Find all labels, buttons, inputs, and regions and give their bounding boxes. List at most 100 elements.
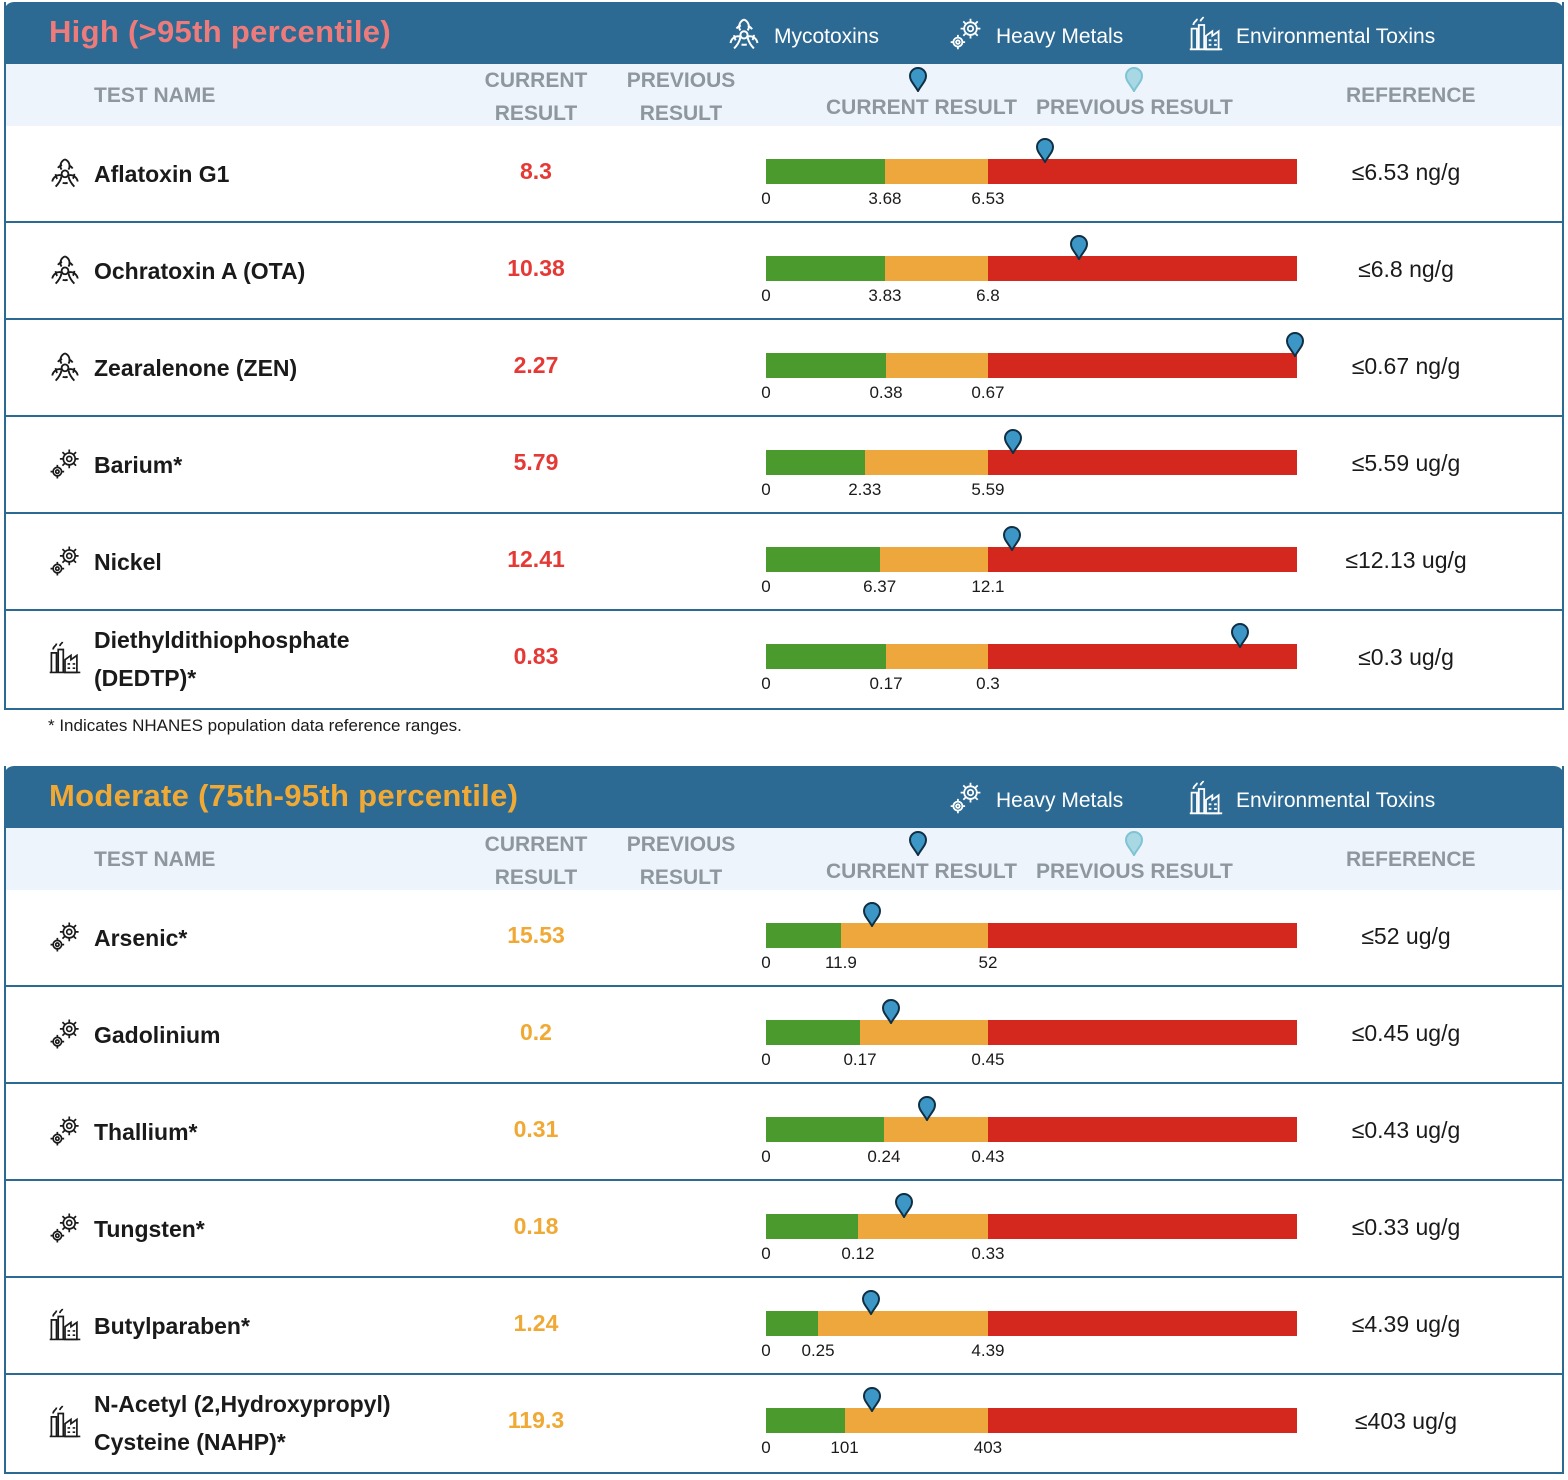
range-red: [987, 256, 1297, 281]
factory-icon: [48, 641, 82, 680]
gears-icon: [48, 544, 82, 583]
range-orange: [886, 644, 988, 669]
legend-label: Mycotoxins: [774, 25, 880, 48]
current-result-value: 12.41: [507, 546, 565, 572]
range-orange: [884, 159, 988, 184]
test-name-line: Cysteine (NAHP)*: [94, 1428, 286, 1455]
current-result-value: 8.3: [520, 158, 552, 184]
reference-value: ≤403 ug/g: [1354, 1408, 1458, 1434]
biohazard-icon: [48, 253, 82, 292]
col-label: RESULT: [494, 866, 578, 889]
tick-label: 0: [761, 674, 771, 693]
range-orange: [884, 256, 988, 281]
range-green: [766, 1311, 819, 1336]
col-current-result: CURRENT RESULT: [476, 828, 596, 894]
test-name-cell: Arsenic*: [94, 890, 187, 985]
tick-label: 0.38: [869, 383, 903, 402]
range-bar: 0 0.17 0.45: [761, 999, 1297, 1069]
range-green: [766, 1117, 884, 1142]
reference-value: ≤12.13 ug/g: [1345, 547, 1467, 573]
range-green: [766, 547, 880, 572]
tick-label: 6.37: [863, 577, 897, 596]
tick-label: 0: [761, 1050, 771, 1069]
factory-icon: [48, 1308, 82, 1347]
col-previous-result: PREVIOUS RESULT: [621, 64, 741, 130]
range-orange: [818, 1311, 988, 1336]
current-marker-icon: [908, 66, 928, 98]
range-bar: 0 0.25 4.39: [761, 1290, 1297, 1360]
current-result-value: 0.31: [513, 1116, 559, 1142]
current-result-value: 0.18: [513, 1213, 559, 1239]
test-name-cell: Thallium*: [94, 1084, 198, 1179]
range-orange: [844, 1408, 988, 1433]
range-green: [766, 256, 885, 281]
biohazard-icon: [48, 350, 82, 389]
legend-label: Heavy Metals: [996, 25, 1124, 48]
gears-icon: [948, 16, 996, 58]
tick-label: 52: [978, 953, 998, 972]
legend-environmental-toxins: Environmental Toxins: [1188, 780, 1435, 822]
range-red: [987, 923, 1297, 948]
test-name: N-Acetyl (2,Hydroxypropyl) Cysteine (NAHP…: [94, 1385, 391, 1461]
tick-label: 0: [761, 1341, 771, 1360]
biohazard-icon: [726, 16, 774, 58]
legend-heavy-metals: Heavy Metals: [948, 780, 1123, 822]
legend-current-result: CURRENT RESULT: [826, 96, 1017, 119]
test-name: Barium*: [94, 451, 183, 478]
table-row: Butylparaben* 1.24 0 0.25 4.39 ≤4.39 ug/…: [6, 1278, 1562, 1375]
tick-label: 403: [973, 1438, 1003, 1457]
test-name: Diethyldithiophosphate (DEDTP)*: [94, 621, 350, 697]
current-marker-icon: [862, 1386, 882, 1417]
tick-label: 3.68: [868, 189, 902, 208]
current-marker-icon: [1002, 525, 1022, 556]
range-red: [987, 353, 1297, 378]
tick-label: 0: [761, 189, 771, 208]
range-red: [987, 450, 1297, 475]
reference-value: ≤0.33 ug/g: [1351, 1214, 1461, 1240]
reference-value: ≤6.53 ng/g: [1351, 159, 1461, 185]
range-orange: [879, 547, 988, 572]
test-name-cell: Aflatoxin G1: [94, 126, 229, 221]
column-header: TEST NAME CURRENT RESULT PREVIOUS RESULT C…: [6, 64, 1562, 126]
factory-icon: [48, 1405, 82, 1444]
col-label: RESULT: [639, 866, 723, 889]
current-marker-icon: [908, 830, 928, 862]
col-label: PREVIOUS: [626, 833, 736, 856]
table-row: Gadolinium 0.2 0 0.17 0.45 ≤0.45 ug/g: [6, 987, 1562, 1084]
reference-value: ≤0.43 ug/g: [1351, 1117, 1461, 1143]
range-red: [987, 1020, 1297, 1045]
tick-label: 4.39: [971, 1341, 1005, 1360]
test-name-cell: Nickel: [94, 514, 162, 609]
reference-value: ≤0.45 ug/g: [1351, 1020, 1461, 1046]
col-test-name: TEST NAME: [94, 848, 216, 871]
test-name: Butylparaben*: [94, 1312, 250, 1339]
range-orange: [883, 1117, 988, 1142]
col-test-name: TEST NAME: [94, 84, 216, 107]
reference-value: ≤52 ug/g: [1361, 923, 1451, 949]
high-title: High (>95th percentile): [49, 14, 391, 49]
test-name-cell: Tungsten*: [94, 1181, 205, 1276]
table-row: Nickel 12.41 0 6.37 12.1 ≤12.13 ug/g: [6, 514, 1562, 611]
col-label: PREVIOUS: [626, 69, 736, 92]
range-bar: 0 0.38 0.67: [761, 332, 1304, 402]
range-bar: 0 3.68 6.53: [761, 138, 1297, 208]
range-green: [766, 1214, 858, 1239]
test-name-cell: Gadolinium: [94, 987, 221, 1082]
col-current-result: CURRENT RESULT: [476, 64, 596, 130]
tick-label: 12.1: [971, 577, 1005, 596]
tick-label: 0: [761, 1147, 771, 1166]
current-result-value: 2.27: [513, 352, 559, 378]
moderate-banner: Moderate (75th-95th percentile) Heavy Me…: [4, 766, 1564, 828]
tick-label: 0.43: [971, 1147, 1005, 1166]
current-result-value: 10.38: [507, 255, 565, 281]
current-marker-icon: [917, 1095, 937, 1126]
range-green: [766, 1408, 845, 1433]
legend-previous-result: PREVIOUS RESULT: [1036, 860, 1233, 883]
test-name-cell: Diethyldithiophosphate (DEDTP)*: [94, 611, 350, 706]
footnote: * Indicates NHANES population data refer…: [48, 716, 462, 735]
range-bar: 0 6.37 12.1: [761, 526, 1297, 596]
tick-label: 0: [761, 953, 771, 972]
col-label: CURRENT: [484, 69, 588, 92]
current-result-value: 0.83: [513, 643, 559, 669]
legend-label: Environmental Toxins: [1236, 789, 1436, 812]
